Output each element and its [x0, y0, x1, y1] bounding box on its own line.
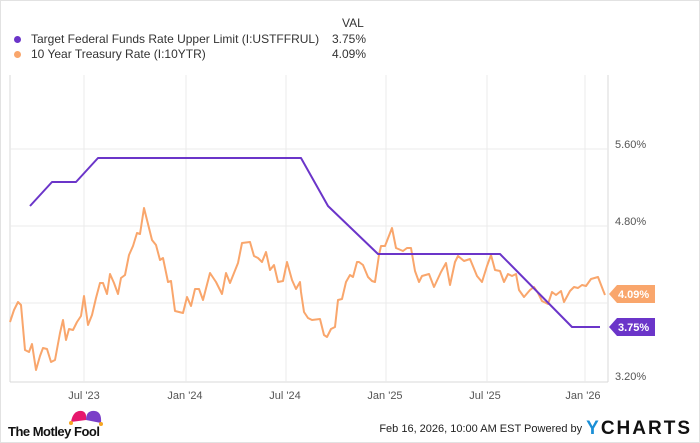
- ycharts-logo[interactable]: YCHARTS: [586, 418, 692, 440]
- h-gridlines: [10, 148, 608, 304]
- series-dot-icon: [14, 50, 21, 58]
- footer-attribution: Feb 16, 2026, 10:00 AM EST Powered by YC…: [379, 418, 692, 440]
- x-tick-jan-25: Jan '25: [367, 390, 402, 402]
- y-tick-4.80: 4.80%: [615, 216, 646, 228]
- fed-badge-text: 3.75%: [618, 322, 649, 334]
- fed-funds-rate-line: [29, 157, 600, 328]
- y-tick-5.60: 5.60%: [615, 139, 646, 151]
- timestamp: Feb 16, 2026, 10:00 AM EST Powered by: [379, 423, 583, 435]
- treasury-value-badge: 4.09%: [609, 285, 655, 303]
- motley-fool-jester-icon: [69, 410, 103, 426]
- legend-item-fed-funds[interactable]: Target Federal Funds Rate Upper Limit (I…: [14, 32, 319, 46]
- x-tick-jul-25: Jul '25: [469, 390, 500, 402]
- legend-value-fed-funds: 3.75%: [331, 32, 366, 46]
- treasury-rate-line: [9, 207, 606, 371]
- legend-label: Target Federal Funds Rate Upper Limit (I…: [31, 32, 320, 46]
- x-tick-jan-26: Jan '26: [565, 390, 600, 402]
- ycharts-y-icon: Y: [586, 418, 601, 439]
- x-tick-jul-23: Jul '23: [68, 390, 99, 402]
- treasury-badge-text: 4.09%: [618, 289, 649, 301]
- series-dot-icon: [14, 35, 21, 43]
- legend-label: 10 Year Treasury Rate (I:10YTR): [31, 47, 206, 61]
- x-tick-jan-24: Jan '24: [167, 390, 202, 402]
- y-tick-3.20: 3.20%: [615, 371, 646, 383]
- fed-value-badge: 3.75%: [609, 318, 655, 336]
- legend-value-header: VAL: [342, 16, 364, 30]
- v-gridlines: [83, 75, 586, 382]
- brand-name: The Motley Fool: [8, 424, 100, 439]
- ycharts-wordmark: CHARTS: [600, 418, 692, 439]
- x-tick-jul-24: Jul '24: [269, 390, 300, 402]
- legend-value-treasury: 4.09%: [331, 47, 366, 61]
- legend-item-treasury[interactable]: 10 Year Treasury Rate (I:10YTR): [14, 47, 206, 61]
